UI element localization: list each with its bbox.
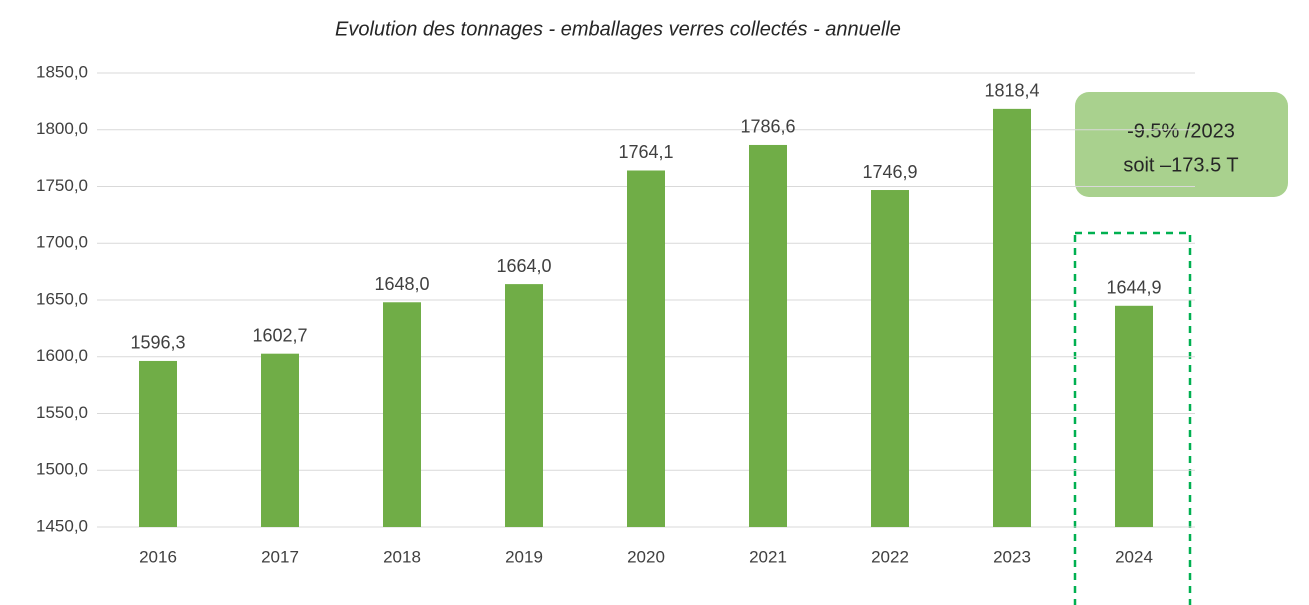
data-label: 1664,0 xyxy=(496,256,551,276)
data-label: 1648,0 xyxy=(374,274,429,294)
y-tick-label: 1500,0 xyxy=(36,460,88,479)
y-tick-label: 1800,0 xyxy=(36,119,88,138)
bar xyxy=(139,360,177,527)
x-tick-label: 2023 xyxy=(993,547,1031,566)
y-tick-label: 1750,0 xyxy=(36,176,88,195)
chart-title: Evolution des tonnages - emballages verr… xyxy=(335,18,901,40)
data-label: 1596,3 xyxy=(130,333,185,353)
y-tick-label: 1600,0 xyxy=(36,346,88,365)
data-label: 1764,1 xyxy=(618,142,673,162)
y-tick-label: 1700,0 xyxy=(36,233,88,252)
data-label: 1818,4 xyxy=(984,81,1039,101)
data-label: 1746,9 xyxy=(862,162,917,182)
bar xyxy=(383,302,421,527)
bar xyxy=(261,353,299,527)
highlight-box xyxy=(1073,231,1192,605)
y-tick-label: 1850,0 xyxy=(36,62,88,81)
x-tick-label: 2017 xyxy=(261,547,299,566)
x-tick-label: 2022 xyxy=(871,547,909,566)
annotation: -9.5% /2023 xyxy=(1127,120,1235,142)
bar xyxy=(871,190,909,527)
bar xyxy=(749,144,787,528)
data-label: 1644,9 xyxy=(1106,278,1161,298)
x-tick-label: 2019 xyxy=(505,547,543,566)
bar xyxy=(1115,305,1153,527)
bar xyxy=(993,108,1031,527)
y-tick-label: 1550,0 xyxy=(36,403,88,422)
x-tick-label: 2024 xyxy=(1115,547,1153,566)
x-tick-label: 2020 xyxy=(627,547,665,566)
bar xyxy=(627,170,665,527)
data-label: 1786,6 xyxy=(740,117,795,137)
x-tick-label: 2018 xyxy=(383,547,421,566)
y-tick-label: 1450,0 xyxy=(36,516,88,535)
y-tick-label: 1650,0 xyxy=(36,289,88,308)
bar xyxy=(505,284,543,527)
data-label: 1602,7 xyxy=(252,325,307,345)
x-tick-label: 2016 xyxy=(139,547,177,566)
annotation-box xyxy=(1075,92,1288,197)
x-tick-label: 2021 xyxy=(749,547,787,566)
annotation: soit –173.5 T xyxy=(1123,154,1238,176)
